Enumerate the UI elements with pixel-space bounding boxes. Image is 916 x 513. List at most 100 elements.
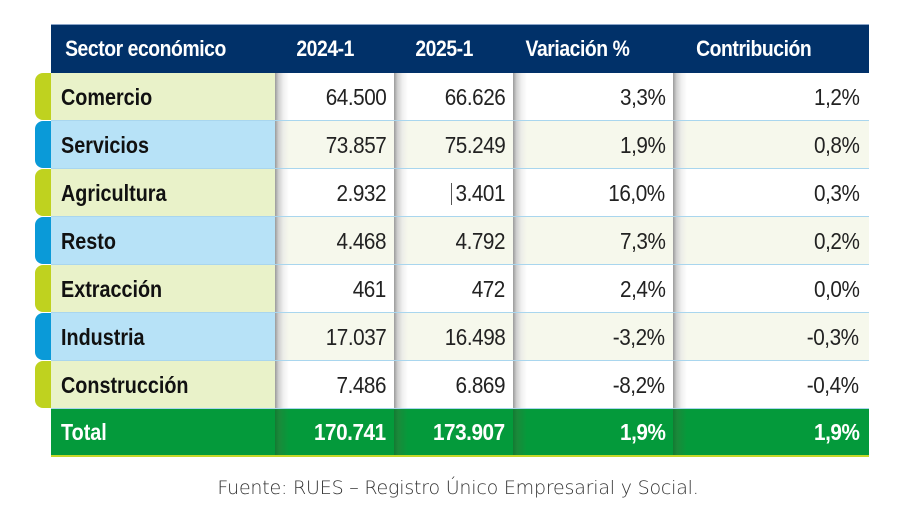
row-variacion: 2,4% <box>513 265 675 312</box>
column-separator <box>394 121 408 168</box>
row-variacion: 16,0% <box>513 169 675 216</box>
value-2024: 73.857 <box>325 132 386 158</box>
total-label: Total <box>51 409 277 455</box>
value-2025: 16.498 <box>444 324 505 350</box>
sector-label: Industria <box>61 324 145 350</box>
column-separator <box>394 73 408 120</box>
column-separator <box>673 217 687 264</box>
total-value-2024: 170.741 <box>314 419 386 445</box>
column-separator <box>275 265 289 312</box>
sector-label: Servicios <box>61 132 149 158</box>
row-2025: 66.626 <box>394 73 515 120</box>
table-row: Resto 4.468 4.792 7,3% 0,2% <box>35 217 869 265</box>
total-2025: 173.907 <box>394 409 515 455</box>
row-2025: 75.249 <box>394 121 515 168</box>
row-sector: Servicios <box>51 121 277 168</box>
source-note: Fuente: RUES – Registro Único Empresaria… <box>217 477 699 499</box>
row-contribucion: -0,3% <box>673 313 869 360</box>
row-variacion: -3,2% <box>513 313 675 360</box>
column-separator <box>275 73 289 120</box>
value-2025: 75.249 <box>444 132 505 158</box>
value-variacion: -8,2% <box>613 372 665 398</box>
column-separator <box>394 361 408 408</box>
column-separator <box>394 169 408 216</box>
value-2024: 7.486 <box>336 372 386 398</box>
column-separator <box>275 313 289 360</box>
row-2025: 472 <box>394 265 515 312</box>
value-2025: 4.792 <box>455 228 505 254</box>
row-contribucion: 0,2% <box>673 217 869 264</box>
value-contribucion: 0,2% <box>813 228 860 254</box>
sector-label: Resto <box>61 228 116 254</box>
row-2024: 64.500 <box>275 73 396 120</box>
column-separator <box>513 73 527 120</box>
row-contribucion: 1,2% <box>673 73 869 120</box>
value-2025: 66.626 <box>444 84 505 110</box>
row-variacion: 1,9% <box>513 121 675 168</box>
table-row: Extracción 461 472 2,4% 0,0% <box>35 265 869 313</box>
column-separator <box>394 409 408 455</box>
total-value-2025: 173.907 <box>433 419 505 445</box>
total-variacion: 1,9% <box>513 409 675 455</box>
value-2024: 64.500 <box>325 84 386 110</box>
table-row: Agricultura 2.932 3.401 16,0% 0,3% <box>35 169 869 217</box>
row-contribucion: 0,0% <box>673 265 869 312</box>
row-2025: 16.498 <box>394 313 515 360</box>
column-separator <box>513 265 527 312</box>
sector-label: Comercio <box>61 84 153 110</box>
column-separator <box>673 73 687 120</box>
row-variacion: 3,3% <box>513 73 675 120</box>
column-separator <box>275 409 289 455</box>
row-sector: Extracción <box>51 265 277 312</box>
value-2024: 2.932 <box>336 180 386 206</box>
value-contribucion: -0,4% <box>807 372 859 398</box>
column-separator <box>513 121 527 168</box>
column-separator <box>673 265 687 312</box>
row-2025: 6.869 <box>394 361 515 408</box>
total-row: Total 170.741 173.907 1,9% 1,9% <box>51 409 869 457</box>
row-sector: Resto <box>51 217 277 264</box>
total-label-text: Total <box>61 419 107 445</box>
value-contribucion: 0,3% <box>813 180 860 206</box>
row-2024: 7.486 <box>275 361 396 408</box>
value-variacion: -3,2% <box>613 324 665 350</box>
column-separator <box>275 361 289 408</box>
column-separator <box>275 121 289 168</box>
row-variacion: -8,2% <box>513 361 675 408</box>
total-value-contribucion: 1,9% <box>813 419 860 445</box>
value-variacion: 1,9% <box>619 132 666 158</box>
row-sector: Construcción <box>51 361 277 408</box>
row-contribucion: 0,3% <box>673 169 869 216</box>
row-sector: Industria <box>51 313 277 360</box>
row-2024: 73.857 <box>275 121 396 168</box>
header-2025: 2025-1 <box>415 36 474 61</box>
sector-label: Construcción <box>61 372 189 398</box>
row-sector: Comercio <box>51 73 277 120</box>
column-separator <box>513 313 527 360</box>
column-separator <box>394 217 408 264</box>
table-row: Industria 17.037 16.498 -3,2% -0,3% <box>35 313 869 361</box>
value-contribucion: 0,0% <box>813 276 860 302</box>
value-variacion: 3,3% <box>619 84 666 110</box>
sector-label: Extracción <box>61 276 163 302</box>
text-cursor <box>450 182 452 205</box>
value-2025: 6.869 <box>455 372 505 398</box>
row-2025: 3.401 <box>394 169 515 216</box>
row-2024: 2.932 <box>275 169 396 216</box>
sector-label: Agricultura <box>61 180 167 206</box>
column-separator <box>673 409 687 455</box>
table-row: Comercio 64.500 66.626 3,3% 1,2% <box>35 73 869 121</box>
table-row: Servicios 73.857 75.249 1,9% 0,8% <box>35 121 869 169</box>
row-2024: 4.468 <box>275 217 396 264</box>
column-separator <box>394 313 408 360</box>
value-variacion: 7,3% <box>619 228 666 254</box>
table-header: Sector económico 2024-1 2025-1 Variación… <box>51 24 869 73</box>
row-contribucion: 0,8% <box>673 121 869 168</box>
column-separator <box>673 361 687 408</box>
value-contribucion: 0,8% <box>813 132 860 158</box>
row-sector: Agricultura <box>51 169 277 216</box>
row-contribucion: -0,4% <box>673 361 869 408</box>
column-separator <box>513 217 527 264</box>
column-separator <box>673 169 687 216</box>
header-sector: Sector económico <box>65 36 226 61</box>
